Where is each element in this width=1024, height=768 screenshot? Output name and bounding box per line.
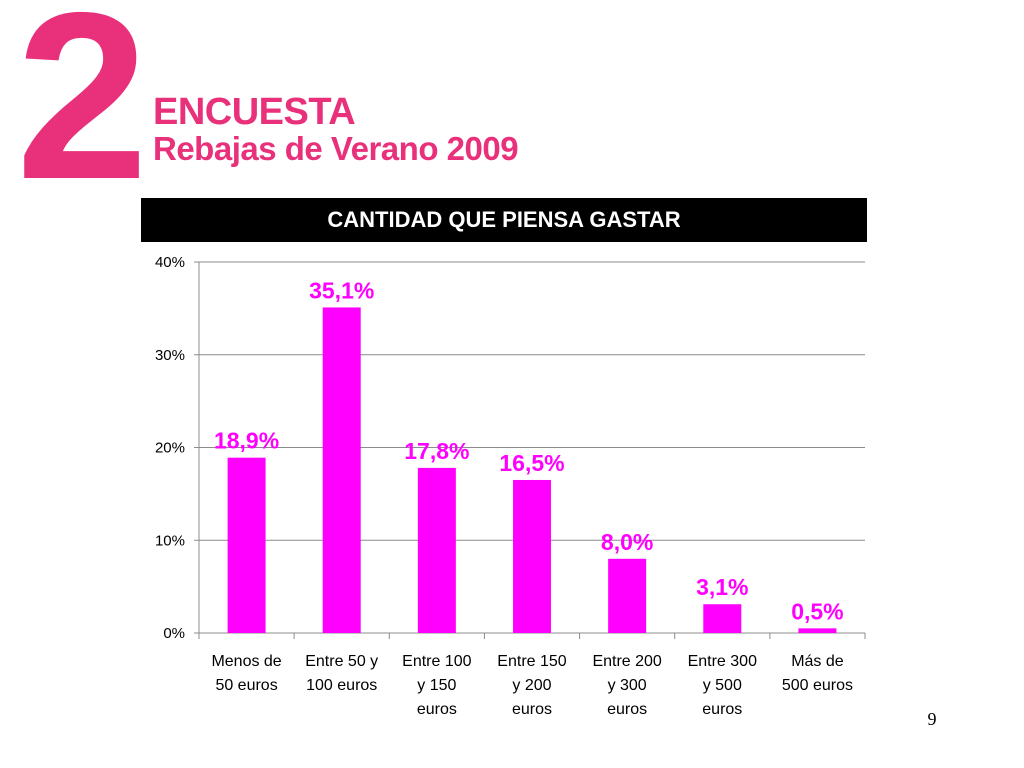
bar	[608, 558, 647, 633]
y-tick-label: 30%	[155, 347, 185, 364]
x-tick-label: 100 euros	[306, 677, 377, 694]
x-tick-label: y 200	[512, 677, 551, 694]
x-tick-label: y 300	[608, 677, 647, 694]
data-label: 35,1%	[309, 277, 374, 303]
bar	[798, 628, 837, 633]
slide-title: ENCUESTA Rebajas de Verano 2009	[153, 91, 519, 167]
x-tick-label: euros	[512, 701, 552, 718]
x-tick-label: Más de	[791, 653, 844, 670]
x-tick-label: euros	[702, 701, 742, 718]
x-tick-label: 500 euros	[782, 677, 853, 694]
data-label: 3,1%	[696, 574, 748, 600]
y-tick-label: 40%	[155, 254, 185, 271]
x-tick-label: Entre 300	[688, 653, 757, 670]
x-tick-label: Entre 50 y	[305, 653, 378, 670]
y-tick-label: 20%	[155, 440, 185, 457]
section-number: 2	[16, 0, 148, 229]
x-tick-label: euros	[607, 701, 647, 718]
x-tick-label: y 500	[703, 677, 742, 694]
x-tick-label: Entre 200	[592, 653, 661, 670]
title-line-encuesta: ENCUESTA	[153, 91, 356, 133]
data-label: 17,8%	[404, 438, 469, 464]
bar	[417, 467, 456, 633]
bar	[227, 457, 266, 633]
y-tick-label: 0%	[163, 625, 185, 642]
x-tick-label: euros	[417, 701, 457, 718]
data-label: 8,0%	[601, 529, 653, 555]
title-line-subtitle: Rebajas de Verano 2009	[153, 130, 519, 167]
bar	[703, 604, 742, 633]
x-tick-label: Entre 150	[497, 653, 566, 670]
bar	[513, 479, 551, 633]
data-label: 18,9%	[214, 428, 279, 454]
data-label: 0,5%	[791, 598, 843, 624]
bar	[322, 307, 361, 633]
x-tick-label: y 150	[417, 677, 456, 694]
y-tick-label: 10%	[155, 532, 185, 549]
chart-title: CANTIDAD QUE PIENSA GASTAR	[141, 198, 867, 242]
x-tick-label: 50 euros	[215, 677, 277, 694]
x-tick-label: Menos de	[211, 653, 281, 670]
data-label: 16,5%	[499, 450, 564, 476]
page-number: 9	[927, 709, 937, 729]
x-tick-label: Entre 100	[402, 653, 471, 670]
